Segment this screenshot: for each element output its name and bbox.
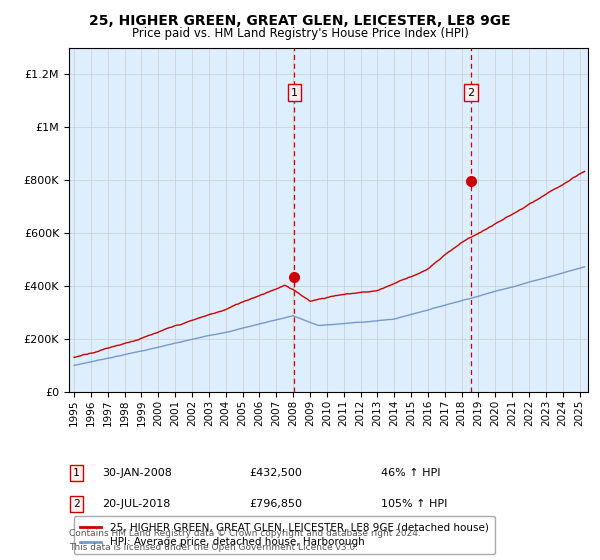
Text: £432,500: £432,500 (249, 468, 302, 478)
Text: 2: 2 (73, 499, 80, 509)
Text: 105% ↑ HPI: 105% ↑ HPI (381, 499, 448, 509)
Text: Contains HM Land Registry data © Crown copyright and database right 2024.: Contains HM Land Registry data © Crown c… (69, 529, 421, 538)
Text: 20-JUL-2018: 20-JUL-2018 (102, 499, 170, 509)
Text: 2: 2 (467, 87, 475, 97)
Text: 46% ↑ HPI: 46% ↑ HPI (381, 468, 440, 478)
Text: 1: 1 (73, 468, 80, 478)
Text: Price paid vs. HM Land Registry's House Price Index (HPI): Price paid vs. HM Land Registry's House … (131, 27, 469, 40)
Text: This data is licensed under the Open Government Licence v3.0.: This data is licensed under the Open Gov… (69, 543, 358, 552)
Legend: 25, HIGHER GREEN, GREAT GLEN, LEICESTER, LE8 9GE (detached house), HPI: Average : 25, HIGHER GREEN, GREAT GLEN, LEICESTER,… (74, 516, 495, 554)
Text: 30-JAN-2008: 30-JAN-2008 (102, 468, 172, 478)
Text: 1: 1 (291, 87, 298, 97)
Text: £796,850: £796,850 (249, 499, 302, 509)
Text: 25, HIGHER GREEN, GREAT GLEN, LEICESTER, LE8 9GE: 25, HIGHER GREEN, GREAT GLEN, LEICESTER,… (89, 14, 511, 28)
